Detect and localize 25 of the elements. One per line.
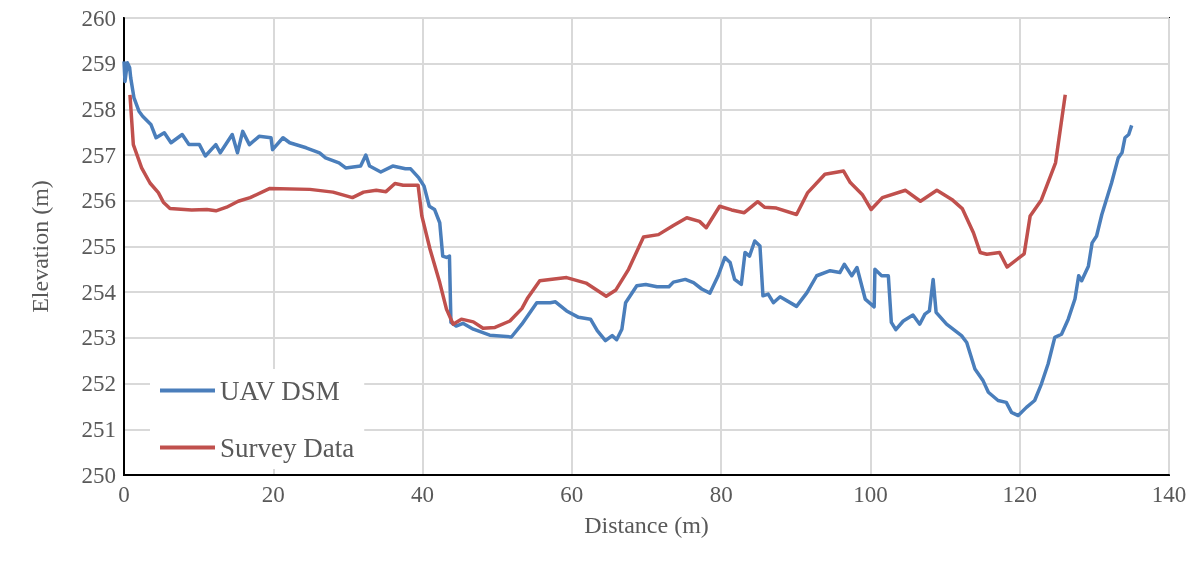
y-tick-label: 254 [81, 279, 117, 305]
y-tick-label: 260 [81, 5, 116, 31]
x-tick-label: 120 [1002, 482, 1037, 507]
y-axis-title: Elevation (m) [27, 180, 53, 313]
x-tick-label: 100 [853, 482, 888, 507]
y-tick-label: 252 [81, 371, 116, 397]
legend-label: UAV DSM [220, 375, 340, 406]
x-tick-label: 140 [1151, 482, 1187, 507]
y-tick-label: 257 [81, 142, 116, 168]
y-tick-label: 256 [81, 188, 116, 214]
y-tick-label: 258 [81, 96, 116, 122]
line-series [122, 59, 1134, 418]
legend-label: Survey Data [220, 432, 355, 463]
y-tick-label: 259 [81, 51, 116, 77]
y-tick-label: 250 [81, 462, 116, 488]
x-tick-label: 0 [118, 482, 130, 507]
x-tick-label: 60 [560, 482, 584, 507]
x-tick-label: 40 [411, 482, 435, 507]
x-tick-label: 80 [709, 482, 733, 507]
x-tick-label: 20 [261, 482, 285, 507]
y-tick-label: 253 [81, 325, 116, 351]
y-tick-label: 255 [81, 234, 116, 259]
x-axis-title: Distance (m) [584, 512, 709, 538]
line-series [128, 93, 1067, 331]
y-tick-label: 251 [81, 416, 116, 442]
